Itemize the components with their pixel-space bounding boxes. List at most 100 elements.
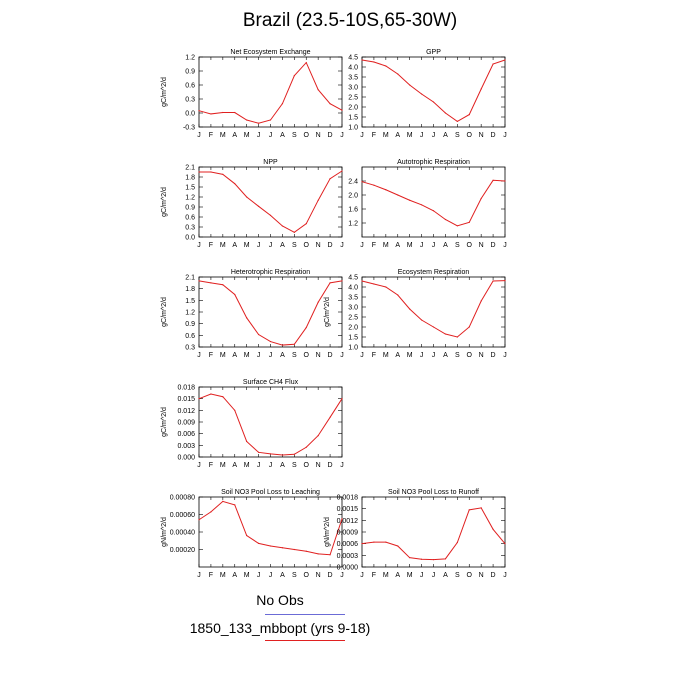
data-point: [444, 112, 447, 114]
data-point: [246, 119, 248, 121]
data-point: [420, 93, 423, 95]
x-tick-label: A: [280, 572, 285, 579]
x-tick-label: A: [232, 352, 237, 359]
data-point: [305, 326, 307, 329]
data-point: [198, 171, 200, 173]
x-tick-label: M: [383, 242, 389, 249]
data-point: [281, 103, 284, 105]
x-tick-label: J: [432, 572, 436, 579]
series-line: [361, 507, 506, 561]
x-tick-label: A: [232, 242, 237, 249]
x-tick-label: F: [372, 572, 376, 579]
x-tick-label: N: [316, 572, 321, 579]
x-tick-label: O: [467, 132, 473, 139]
y-tick-label: 0.00080: [170, 495, 195, 502]
x-tick-label: S: [292, 572, 297, 579]
y-tick-label: 0.015: [177, 396, 195, 403]
y-tick-label: 0.018: [177, 385, 195, 392]
data-point: [329, 103, 331, 105]
data-point: [444, 218, 447, 221]
y-tick-label: 4.5: [348, 275, 358, 282]
y-tick-label: 0.0000: [337, 565, 359, 572]
x-tick-label: J: [503, 242, 507, 249]
x-tick-label: D: [491, 352, 496, 359]
data-point: [210, 511, 212, 513]
chart-title: Autotrophic Respiration: [397, 159, 470, 166]
x-tick-label: J: [197, 132, 201, 139]
y-tick-label: 1.8: [185, 175, 195, 182]
data-point: [341, 170, 343, 172]
data-point: [361, 280, 363, 282]
data-point: [269, 119, 272, 121]
plot-frame: [361, 56, 506, 128]
data-point: [210, 171, 212, 173]
series-line: [361, 280, 506, 338]
x-tick-label: D: [491, 132, 496, 139]
data-point: [361, 59, 363, 61]
plot-frame: [361, 496, 506, 568]
x-tick-label: F: [209, 572, 213, 579]
y-tick-label: 0.0015: [337, 506, 359, 513]
y-axis-label: gN/m^2/d: [324, 517, 331, 547]
data-point: [329, 178, 331, 180]
x-tick-label: M: [383, 132, 389, 139]
x-tick-label: F: [209, 352, 213, 359]
y-tick-label: 0.6: [185, 83, 195, 90]
x-tick-label: S: [292, 462, 297, 469]
y-tick-label: 1.5: [348, 115, 358, 122]
data-point: [293, 75, 295, 77]
x-tick-label: J: [257, 572, 261, 579]
x-tick-label: F: [209, 242, 213, 249]
data-point: [456, 336, 458, 338]
data-point: [329, 554, 331, 556]
x-tick-label: A: [280, 242, 285, 249]
data-point: [269, 340, 272, 343]
y-tick-label: 3.0: [348, 85, 358, 92]
data-point: [409, 84, 411, 86]
x-tick-label: M: [383, 572, 389, 579]
x-tick-label: J: [432, 132, 436, 139]
data-point: [444, 333, 447, 335]
x-tick-label: S: [455, 352, 460, 359]
x-tick-label: M: [220, 132, 226, 139]
data-point: [361, 543, 363, 545]
series-line: [198, 393, 343, 456]
chart-panel-net-ecosystem-exchange: Net Ecosystem Exchange J F M A M J J A S O N D J -0.3 0…: [144, 45, 350, 143]
x-tick-label: M: [220, 462, 226, 469]
x-tick-label: J: [420, 242, 424, 249]
x-tick-label: J: [420, 352, 424, 359]
x-tick-label: J: [503, 132, 507, 139]
y-tick-label: 0.6: [185, 215, 195, 222]
x-tick-label: J: [503, 352, 507, 359]
chart-title: Ecosystem Respiration: [398, 269, 470, 276]
legend-line-no-obs: [265, 614, 345, 615]
data-point: [234, 409, 236, 411]
y-tick-label: 3.0: [348, 305, 358, 312]
data-point: [222, 173, 224, 175]
y-tick-label: 2.5: [348, 315, 358, 322]
x-tick-label: A: [280, 462, 285, 469]
data-point: [317, 301, 319, 303]
data-point: [385, 541, 387, 543]
data-point: [341, 398, 343, 400]
data-point: [198, 280, 200, 282]
x-tick-label: J: [432, 352, 436, 359]
x-tick-label: J: [340, 462, 344, 469]
x-tick-label: A: [395, 132, 400, 139]
data-point: [198, 110, 200, 112]
x-tick-label: J: [269, 132, 273, 139]
y-tick-label: 1.2: [185, 310, 195, 317]
y-tick-label: 1.2: [185, 195, 195, 202]
x-tick-label: J: [420, 572, 424, 579]
x-tick-label: A: [443, 242, 448, 249]
y-axis-label: gC/m^2/d: [161, 77, 168, 107]
data-point: [210, 113, 212, 115]
x-tick-label: M: [407, 352, 413, 359]
data-point: [234, 183, 236, 185]
data-point: [456, 541, 458, 544]
y-tick-label: 0.003: [177, 443, 195, 450]
x-tick-label: A: [395, 242, 400, 249]
